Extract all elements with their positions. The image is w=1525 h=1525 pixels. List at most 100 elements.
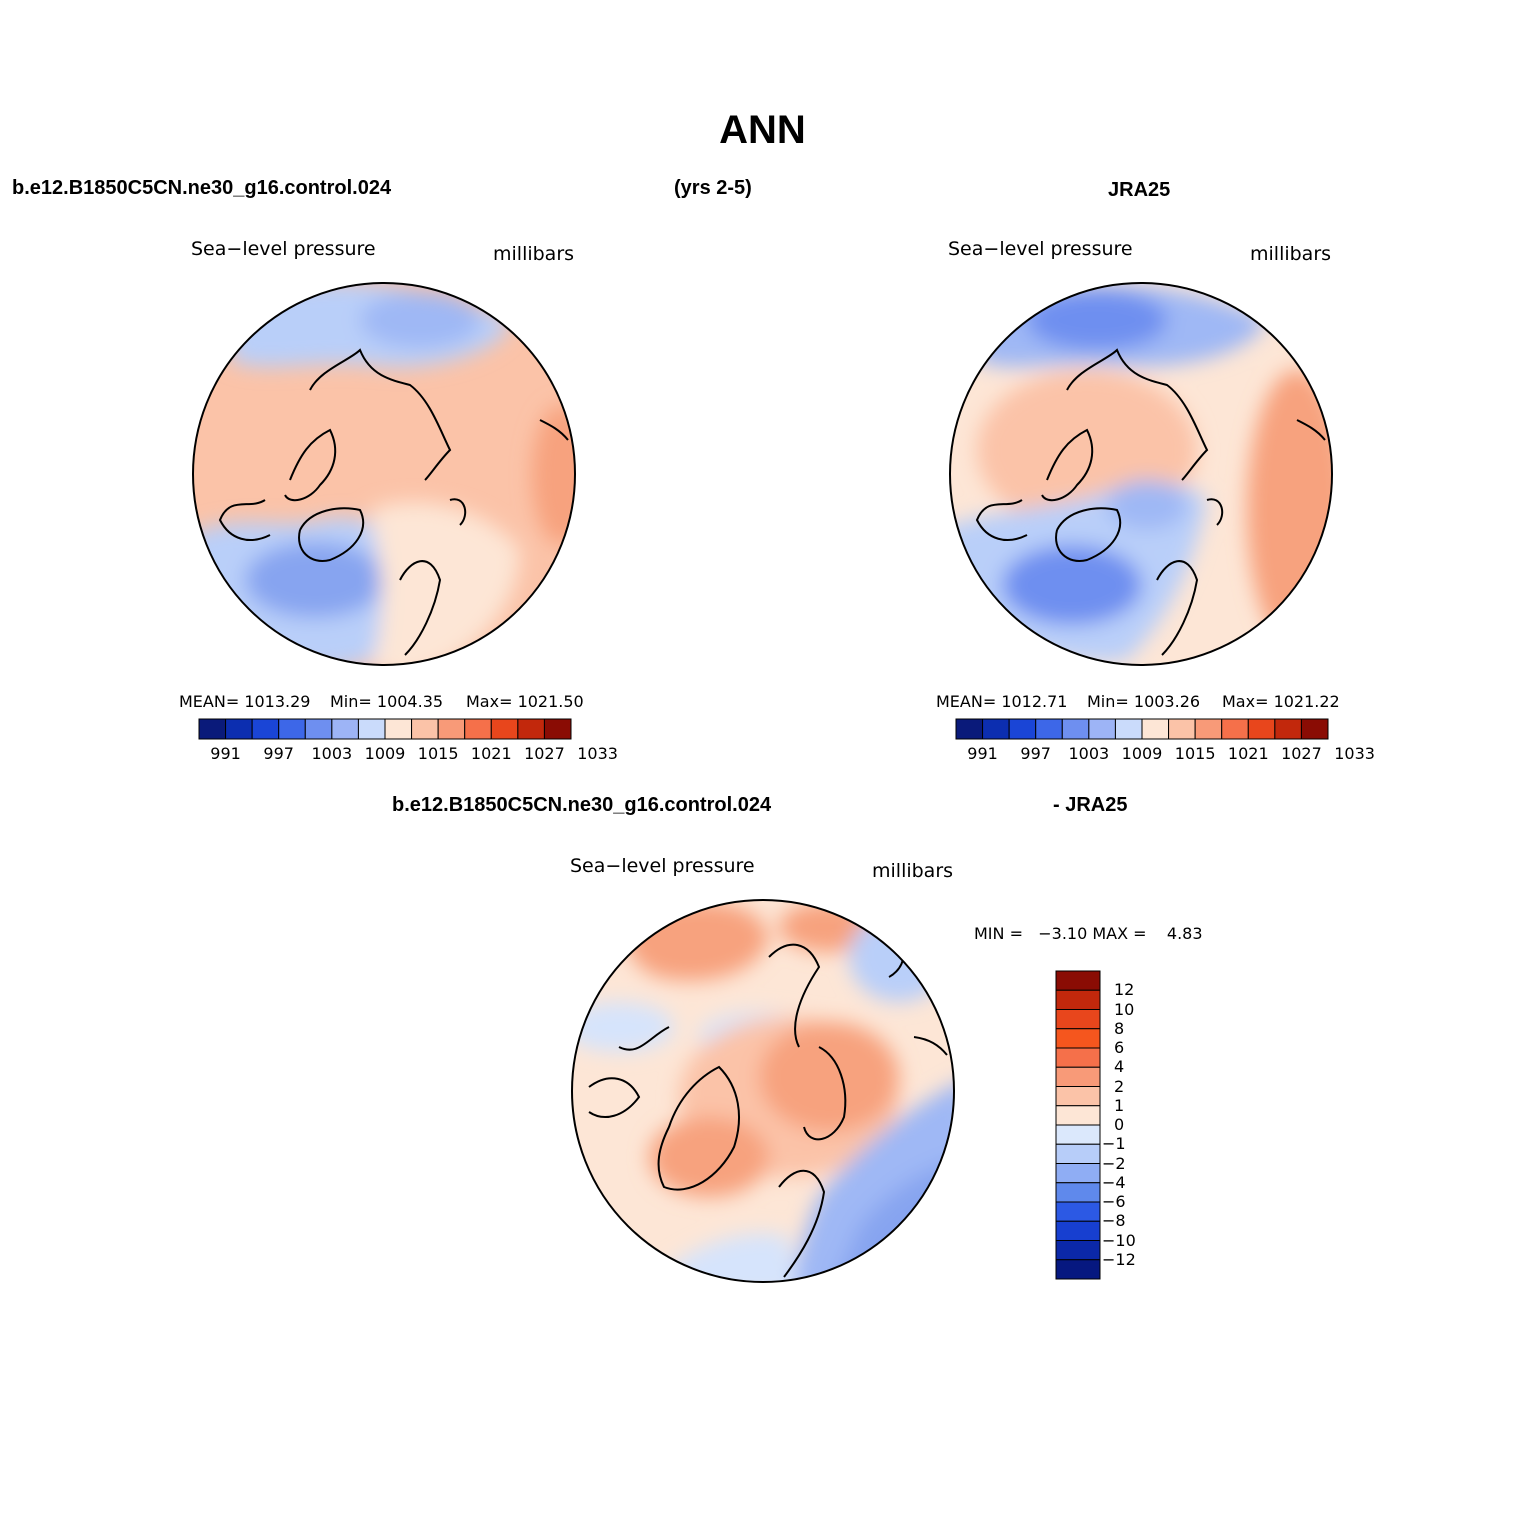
obs-name-header: JRA25	[1108, 179, 1171, 201]
model-colorbar-swatch	[384, 718, 413, 740]
obs-colorbar-swatch	[1300, 718, 1329, 740]
model-colorbar-tick-label: 1009	[364, 744, 406, 763]
model-max-stat: Max= 1021.50	[466, 692, 584, 711]
obs-colorbar-swatch	[1194, 718, 1223, 740]
obs-colorbar-swatch	[1274, 718, 1302, 740]
diff-polar-map	[571, 899, 955, 1283]
model-colorbar-swatch	[464, 718, 492, 740]
years-header: (yrs 2-5)	[674, 177, 752, 199]
obs-min-stat: Min= 1003.26	[1087, 692, 1201, 711]
model-colorbar-swatch	[251, 718, 280, 740]
diff-colorbar-tick-label: −10	[1102, 1230, 1136, 1250]
diff-colorbar-swatch	[1055, 1086, 1101, 1107]
diff-colorbar-tick-label: −1	[1102, 1134, 1126, 1154]
figure-title: ANN	[719, 108, 806, 152]
model-colorbar-tick-label: 997	[263, 744, 294, 763]
diff-colorbar-swatch	[1055, 1105, 1101, 1126]
model-colorbar-swatch	[331, 718, 359, 740]
diff-colorbar-tick-label: −2	[1102, 1153, 1126, 1173]
obs-colorbar-swatch	[1035, 718, 1063, 740]
model-colorbar-swatch	[490, 718, 519, 740]
obs-colorbar-swatch	[1008, 718, 1037, 740]
obs-colorbar-swatch	[982, 718, 1010, 740]
case-name-header: b.e12.B1850C5CN.ne30_g16.control.024	[12, 177, 392, 199]
diff-units-label: millibars	[872, 860, 954, 882]
diff-colorbar-swatch	[1055, 1028, 1101, 1049]
diff-colorbar-swatch	[1055, 1143, 1101, 1164]
model-colorbar-swatch	[437, 718, 466, 740]
diff-colorbar-tick-label: 10	[1114, 999, 1135, 1019]
model-mean-stat: MEAN= 1013.29	[179, 692, 311, 711]
obs-max-stat: Max= 1021.22	[1222, 692, 1340, 711]
model-colorbar-swatch	[543, 718, 572, 740]
model-colorbar-swatch	[278, 718, 306, 740]
obs-colorbar-tick-label: 1015	[1174, 744, 1216, 763]
model-colorbar-tick-label: 1003	[311, 744, 353, 763]
diff-colorbar-tick-label: −12	[1102, 1249, 1136, 1269]
obs-colorbar-tick-label: 997	[1020, 744, 1051, 763]
model-colorbar-swatch	[225, 718, 253, 740]
diff-colorbar-swatch	[1055, 1182, 1101, 1203]
diff-colorbar-tick-label: −8	[1102, 1211, 1126, 1231]
diff-colorbar-swatch	[1055, 1124, 1101, 1145]
diff-colorbar-tick-label: 12	[1114, 980, 1135, 1000]
diff-colorbar-ticks: 12 10 8 6 4 2 1 0 −1 −2 −4 −6 −8 −10 −12	[1102, 970, 1168, 1282]
model-colorbar-swatch	[517, 718, 545, 740]
obs-mean-stat: MEAN= 1012.71	[936, 692, 1068, 711]
diff-colorbar-tick-label: 4	[1114, 1057, 1125, 1077]
model-colorbar-tick-label: 1033	[577, 744, 618, 763]
obs-colorbar-tick-label: 1021	[1227, 744, 1269, 763]
model-colorbar	[198, 718, 572, 740]
diff-colorbar-swatch	[1055, 1259, 1101, 1280]
obs-colorbar-tick-label: 991	[967, 744, 998, 763]
model-colorbar-tick-label: 1021	[470, 744, 512, 763]
obs-colorbar-swatch	[1247, 718, 1276, 740]
model-colorbar-swatch	[411, 718, 439, 740]
obs-polar-map	[949, 282, 1333, 666]
diff-case-header: b.e12.B1850C5CN.ne30_g16.control.024	[392, 794, 772, 816]
diff-colorbar-tick-label: 2	[1114, 1076, 1125, 1096]
diff-colorbar	[1055, 970, 1101, 1280]
diff-colorbar-swatch	[1055, 1240, 1101, 1261]
diff-colorbar-tick-label: 8	[1114, 1018, 1125, 1038]
obs-colorbar-swatch	[1141, 718, 1170, 740]
diff-colorbar-swatch	[1055, 1066, 1101, 1087]
diff-colorbar-tick-label: −4	[1102, 1172, 1126, 1192]
obs-units-label: millibars	[1250, 243, 1332, 265]
diff-obs-header: - JRA25	[1053, 794, 1128, 816]
diff-colorbar-tick-label: 6	[1114, 1038, 1125, 1057]
obs-colorbar-tick-label: 1033	[1334, 744, 1375, 763]
diff-colorbar-tick-label: 1	[1114, 1095, 1125, 1115]
model-variable-label: Sea−level pressure	[191, 238, 376, 260]
diff-colorbar-swatch	[1055, 1201, 1101, 1222]
model-colorbar-tick-label: 991	[210, 744, 241, 763]
obs-variable-label: Sea−level pressure	[948, 238, 1133, 260]
model-units-label: millibars	[493, 243, 575, 265]
obs-colorbar-swatch	[1221, 718, 1249, 740]
diff-colorbar-swatch	[1055, 1009, 1101, 1030]
obs-colorbar-tick-label: 1003	[1068, 744, 1110, 763]
diff-colorbar-swatch	[1055, 989, 1101, 1010]
diff-colorbar-swatch	[1055, 1220, 1101, 1241]
diff-colorbar-tick-label: 0	[1114, 1115, 1125, 1134]
obs-colorbar-tick-label: 1009	[1121, 744, 1163, 763]
diff-colorbar-swatch	[1055, 1163, 1101, 1184]
model-colorbar-swatch	[304, 718, 333, 740]
obs-colorbar-swatch	[1114, 718, 1143, 740]
model-colorbar-swatch	[198, 718, 227, 740]
model-colorbar-swatch	[357, 718, 386, 740]
obs-colorbar-swatch	[1168, 718, 1196, 740]
obs-colorbar-ticks: 991 997 1003 1009 1015 1021 1027 1033	[955, 744, 1375, 764]
model-colorbar-ticks: 991 997 1003 1009 1015 1021 1027 1033	[198, 744, 618, 764]
model-polar-map	[192, 282, 576, 666]
model-min-stat: Min= 1004.35	[330, 692, 444, 711]
model-colorbar-tick-label: 1015	[417, 744, 459, 763]
obs-colorbar-swatch	[1061, 718, 1090, 740]
model-colorbar-tick-label: 1027	[524, 744, 565, 763]
diff-variable-label: Sea−level pressure	[570, 855, 755, 877]
diff-colorbar-swatch	[1055, 1047, 1101, 1068]
diff-colorbar-tick-label: −6	[1102, 1192, 1126, 1211]
obs-colorbar-swatch	[955, 718, 984, 740]
obs-colorbar	[955, 718, 1329, 740]
diff-colorbar-swatch	[1055, 970, 1101, 991]
